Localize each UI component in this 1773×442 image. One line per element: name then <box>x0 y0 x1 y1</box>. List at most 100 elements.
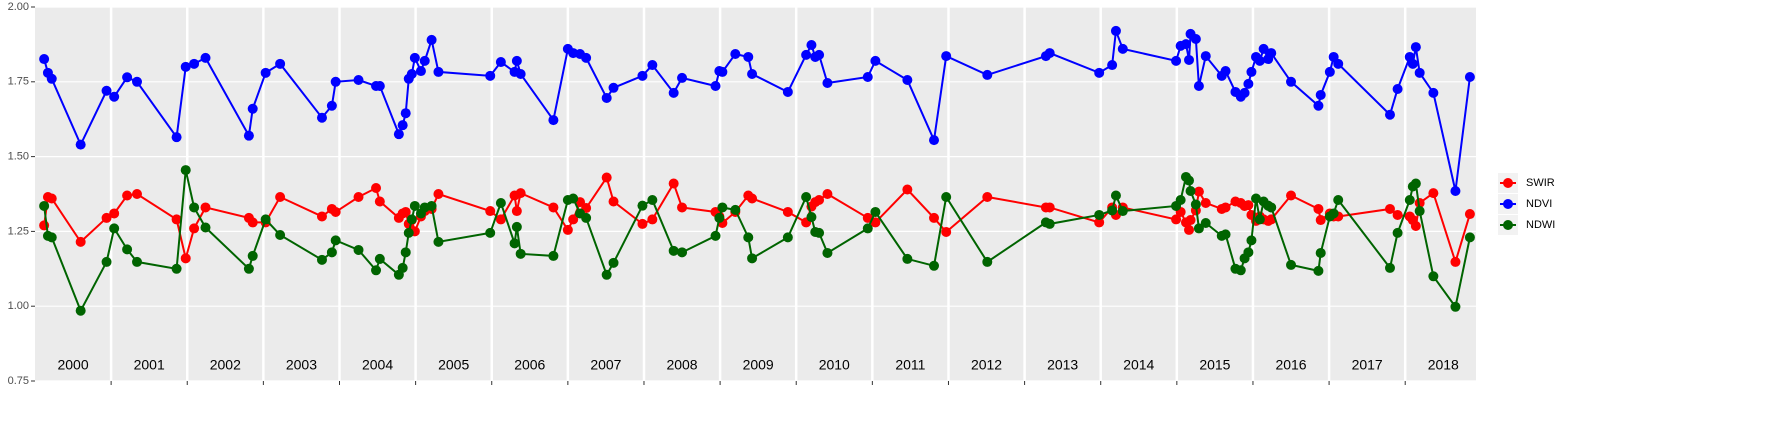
point <box>509 238 520 249</box>
point <box>46 193 57 204</box>
point <box>46 73 57 84</box>
year-label: 2005 <box>438 357 469 373</box>
year-label: 2012 <box>971 357 1002 373</box>
point <box>409 200 420 211</box>
point <box>1193 186 1204 197</box>
point <box>1464 72 1475 83</box>
y-tick-label: 2.00 <box>8 1 29 13</box>
point <box>260 214 271 225</box>
point <box>75 305 86 316</box>
point <box>677 202 688 213</box>
point <box>1171 214 1182 225</box>
year-label: 2004 <box>362 357 393 373</box>
point <box>1243 78 1254 89</box>
point <box>929 212 940 223</box>
point <box>1235 265 1246 276</box>
point <box>397 120 408 131</box>
point <box>189 223 200 234</box>
point <box>1110 190 1121 201</box>
point <box>581 212 592 223</box>
point <box>171 214 182 225</box>
point <box>902 75 913 86</box>
point <box>1384 262 1395 273</box>
point <box>1414 206 1425 217</box>
point <box>608 257 619 268</box>
point <box>180 61 191 72</box>
point <box>982 256 993 267</box>
point <box>75 236 86 247</box>
point <box>1190 34 1201 45</box>
point <box>1171 55 1182 66</box>
point <box>647 214 658 225</box>
point <box>668 178 679 189</box>
point <box>870 217 881 228</box>
point <box>409 52 420 63</box>
point <box>1266 202 1277 213</box>
point <box>1324 66 1335 77</box>
point <box>1246 235 1257 246</box>
point <box>929 135 940 146</box>
point <box>982 69 993 80</box>
point <box>814 49 825 60</box>
point <box>710 230 721 241</box>
legend-label: SWIR <box>1526 177 1555 189</box>
point <box>1184 54 1195 65</box>
point <box>1220 66 1231 77</box>
legend-label: NDVI <box>1526 198 1552 210</box>
point <box>46 232 57 243</box>
point <box>743 51 754 62</box>
point <box>1200 51 1211 62</box>
point <box>515 248 526 259</box>
point <box>353 75 364 86</box>
point <box>247 217 258 228</box>
point <box>1044 48 1055 59</box>
point <box>941 191 952 202</box>
series <box>39 25 1475 197</box>
point <box>581 52 592 63</box>
point <box>1315 247 1326 258</box>
point <box>171 263 182 274</box>
point <box>495 197 506 208</box>
point <box>247 250 258 261</box>
point <box>485 227 496 238</box>
point <box>75 139 86 150</box>
point <box>608 196 619 207</box>
point <box>1117 206 1128 217</box>
point <box>801 191 812 202</box>
point <box>862 72 873 83</box>
point <box>929 260 940 271</box>
point <box>814 227 825 238</box>
point <box>495 214 506 225</box>
year-label: 2011 <box>895 357 925 373</box>
year-label: 2017 <box>1352 357 1383 373</box>
point <box>1450 186 1461 197</box>
point <box>1428 87 1439 98</box>
point <box>1094 209 1105 220</box>
point <box>406 214 417 225</box>
point <box>406 69 417 80</box>
point <box>132 189 143 199</box>
point <box>1258 43 1269 54</box>
point <box>608 82 619 93</box>
point <box>862 223 873 234</box>
point <box>1464 232 1475 243</box>
point <box>1220 229 1231 240</box>
year-label: 2018 <box>1428 357 1459 373</box>
point <box>710 80 721 91</box>
point <box>562 224 573 235</box>
point <box>730 48 741 59</box>
point <box>806 39 817 50</box>
point <box>132 256 143 267</box>
point <box>260 67 271 78</box>
point <box>1384 109 1395 120</box>
legend-dot <box>1503 199 1513 209</box>
legend-dot <box>1503 220 1513 230</box>
point <box>419 55 430 66</box>
point <box>374 253 385 264</box>
point <box>515 69 526 80</box>
point <box>941 226 952 237</box>
point <box>1428 188 1439 199</box>
point <box>180 253 191 264</box>
point <box>400 108 411 119</box>
point <box>109 223 120 234</box>
